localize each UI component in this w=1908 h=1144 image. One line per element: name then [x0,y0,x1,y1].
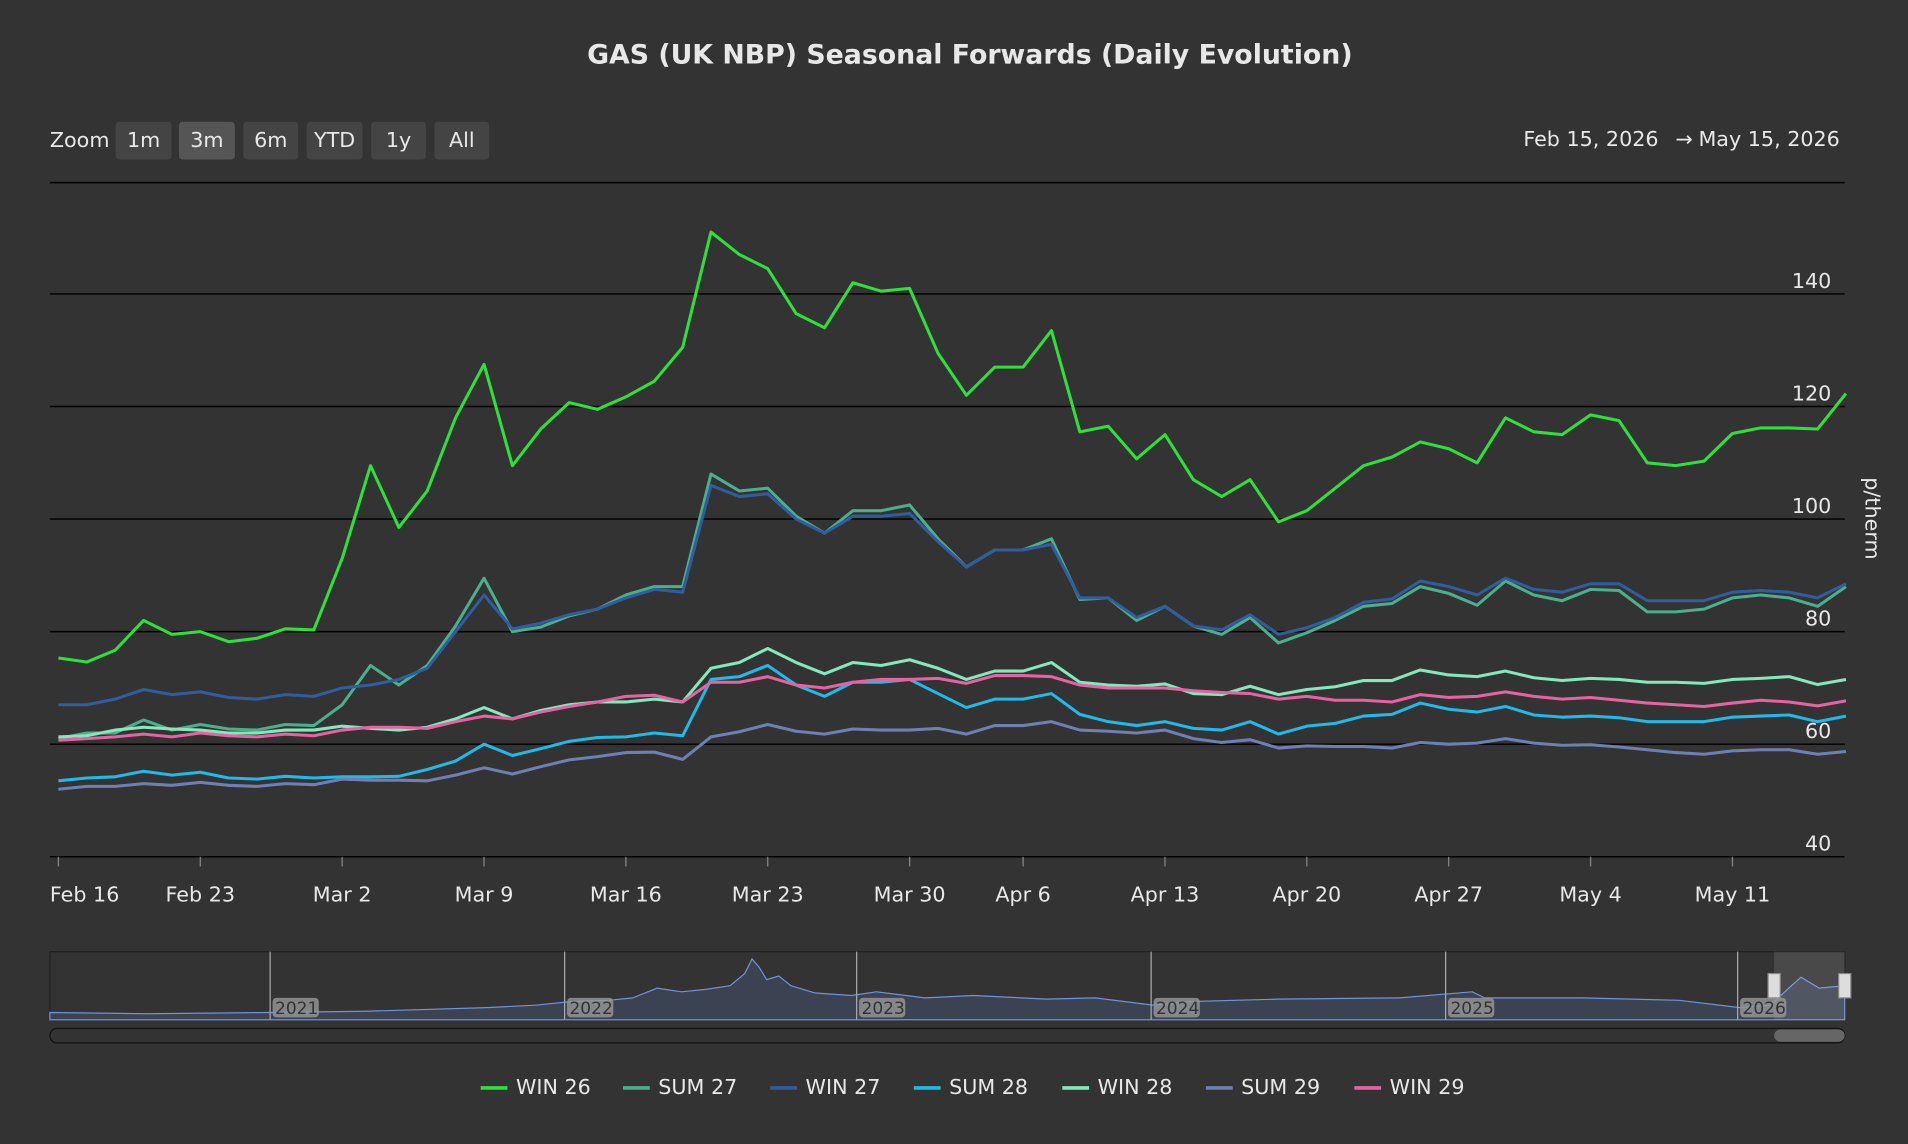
x-tick-label: Mar 9 [455,883,514,907]
x-tick-label: May 11 [1695,883,1771,907]
navigator-label-bg [1740,997,1787,1018]
zoom-button-label[interactable]: 1y [386,128,411,152]
x-tick-label: Mar 2 [313,883,372,907]
zoom-button[interactable] [178,121,235,160]
navigator-label-bg [272,997,319,1018]
zoom-label: Zoom [50,128,110,152]
x-tick-label: Mar 16 [590,883,662,907]
zoom-button[interactable] [371,121,426,160]
x-tick-label: Apr 20 [1273,883,1342,907]
x-tick-label: Feb 16 [50,883,119,907]
x-tick-label: Apr 13 [1131,883,1200,907]
navigator-handle[interactable] [1838,972,1852,999]
x-tick-label: Mar 30 [874,883,946,907]
x-tick-label: Feb 23 [166,883,235,907]
legend-label[interactable]: WIN 28 [1098,1075,1173,1099]
y-tick-label: 120 [1792,381,1831,405]
y-tick-label: 80 [1805,606,1831,630]
legend-label[interactable]: WIN 29 [1390,1075,1465,1099]
navigator-handle[interactable] [1767,972,1781,999]
chart-title: GAS (UK NBP) Seasonal Forwards (Daily Ev… [587,40,1353,71]
series-line [58,674,1847,742]
y-axis-title: p/therm [1860,477,1884,559]
scrollbar[interactable] [49,1027,1846,1044]
x-tick-label: Apr 27 [1414,883,1483,907]
x-tick-label: Apr 6 [995,883,1050,907]
navigator-label-bg [859,997,906,1018]
navigator-label: 2023 [862,999,905,1019]
y-tick-label: 100 [1792,494,1831,518]
legend-label[interactable]: WIN 26 [516,1075,591,1099]
x-tick-label: Mar 23 [732,883,804,907]
zoom-button-label[interactable]: YTD [313,128,355,152]
zoom-button-label[interactable]: 1m [127,128,160,152]
scrollbar-thumb[interactable] [1774,1029,1845,1042]
navigator-label: 2024 [1156,999,1199,1019]
legend-label[interactable]: SUM 28 [949,1075,1028,1099]
navigator-label: 2022 [569,999,612,1019]
zoom-button[interactable] [243,121,299,160]
legend-label[interactable]: SUM 29 [1241,1075,1320,1099]
zoom-button[interactable] [115,121,172,160]
y-tick-label: 140 [1792,269,1831,293]
series-line [58,720,1847,791]
zoom-button-label[interactable]: All [449,128,475,152]
series-line [58,483,1847,707]
navigator [49,951,1846,1021]
navigator-label-bg [1448,997,1495,1018]
range-arrow: → [1675,127,1692,151]
navigator-label: 2026 [1743,999,1786,1019]
zoom-button-label[interactable]: 6m [254,128,287,152]
legend-label[interactable]: SUM 27 [658,1075,737,1099]
series-line [58,230,1848,664]
navigator-label-bg [567,997,614,1018]
x-tick-label: May 4 [1559,883,1621,907]
zoom-button[interactable] [434,121,490,160]
series-line [58,663,1847,783]
zoom-button-label[interactable]: 3m [190,128,223,152]
navigator-label-bg [1153,997,1200,1018]
legend-label[interactable]: WIN 27 [806,1075,881,1099]
range-to[interactable]: May 15, 2026 [1698,127,1839,151]
navigator-label: 2025 [1450,999,1493,1019]
y-tick-label: 40 [1805,832,1831,856]
navigator-label: 2021 [275,999,318,1019]
zoom-button[interactable] [306,121,363,160]
range-from[interactable]: Feb 15, 2026 [1523,127,1658,151]
